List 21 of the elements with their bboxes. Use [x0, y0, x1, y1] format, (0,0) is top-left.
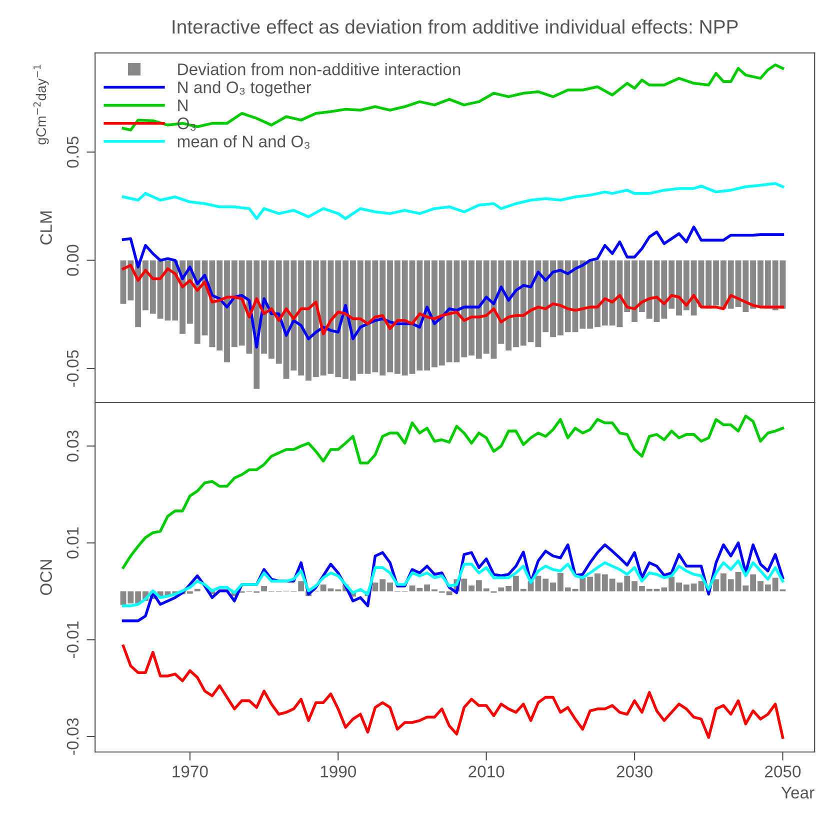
y-tick-label: 0.05 [66, 136, 79, 168]
y-tick-label: -0.01 [66, 622, 79, 658]
legend-label: N and O₃ together [178, 81, 312, 97]
y-tick-label: 0.03 [66, 430, 79, 462]
y-tick-label: 0.00 [66, 244, 79, 276]
chart-title: Interactive effect as deviation from additive individual effects: NPP [172, 19, 738, 34]
x-tick-label: 2050 [765, 766, 801, 778]
legend-label: Deviation from non-additive interaction [178, 62, 460, 76]
legend-label: mean of N and O₃ [178, 135, 310, 149]
legend-label: N [178, 100, 188, 112]
x-tick-label: 1970 [172, 766, 208, 778]
y-axis-title: CLM [40, 212, 52, 244]
x-tick-label: 2030 [616, 766, 652, 778]
y-tick-label: -0.03 [66, 718, 79, 755]
x-tick-label: 1990 [320, 766, 356, 778]
y-tick-label: 0.01 [66, 527, 79, 558]
text: gCm$^{−2}$day$^{−1}$ [33, 64, 49, 144]
y-tick-label: -0.05 [66, 350, 79, 387]
x-tick-label: 2010 [468, 766, 504, 778]
y-axis-title: OCN [40, 560, 52, 595]
x-axis-title: Year [781, 786, 814, 799]
